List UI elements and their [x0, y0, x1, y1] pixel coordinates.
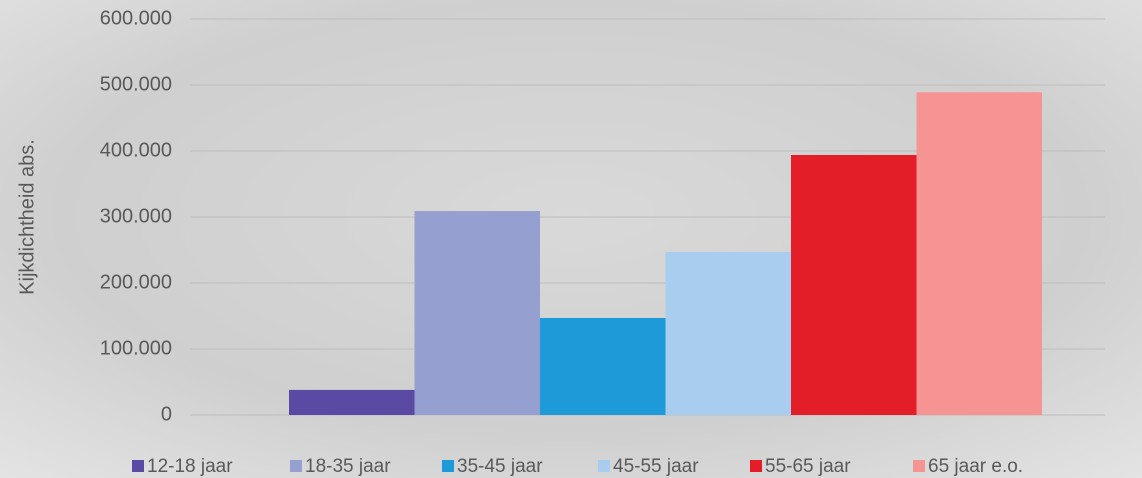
legend-swatch — [750, 460, 762, 472]
bar — [415, 211, 541, 415]
legend-swatch — [290, 460, 302, 472]
legend-label: 18-35 jaar — [305, 456, 391, 477]
y-tick-label: 400.000 — [100, 139, 172, 161]
bar — [666, 252, 792, 415]
legend-label: 12-18 jaar — [147, 456, 233, 477]
bar — [917, 92, 1043, 415]
bar — [289, 390, 415, 415]
y-tick-label: 500.000 — [100, 73, 172, 95]
y-tick-label: 0 — [161, 403, 172, 425]
legend-label: 55-65 jaar — [765, 456, 851, 477]
y-axis-label: Kijkdichtheid abs. — [16, 139, 38, 295]
legend-label: 35-45 jaar — [457, 456, 543, 477]
y-tick-label: 600.000 — [100, 7, 172, 29]
y-tick-label: 200.000 — [100, 271, 172, 293]
bar — [791, 155, 917, 415]
legend-swatch — [132, 460, 144, 472]
legend-swatch — [598, 460, 610, 472]
chart: Kijkdichtheid abs. 0 100.000 200.000 300.00… — [0, 0, 1142, 478]
legend-label: 45-55 jaar — [613, 456, 699, 477]
legend-swatch — [442, 460, 454, 472]
y-tick-label: 300.000 — [100, 205, 172, 227]
legend-label: 65 jaar e.o. — [928, 456, 1023, 477]
y-tick-label: 100.000 — [100, 337, 172, 359]
legend-swatch — [913, 460, 925, 472]
bar — [540, 318, 666, 415]
